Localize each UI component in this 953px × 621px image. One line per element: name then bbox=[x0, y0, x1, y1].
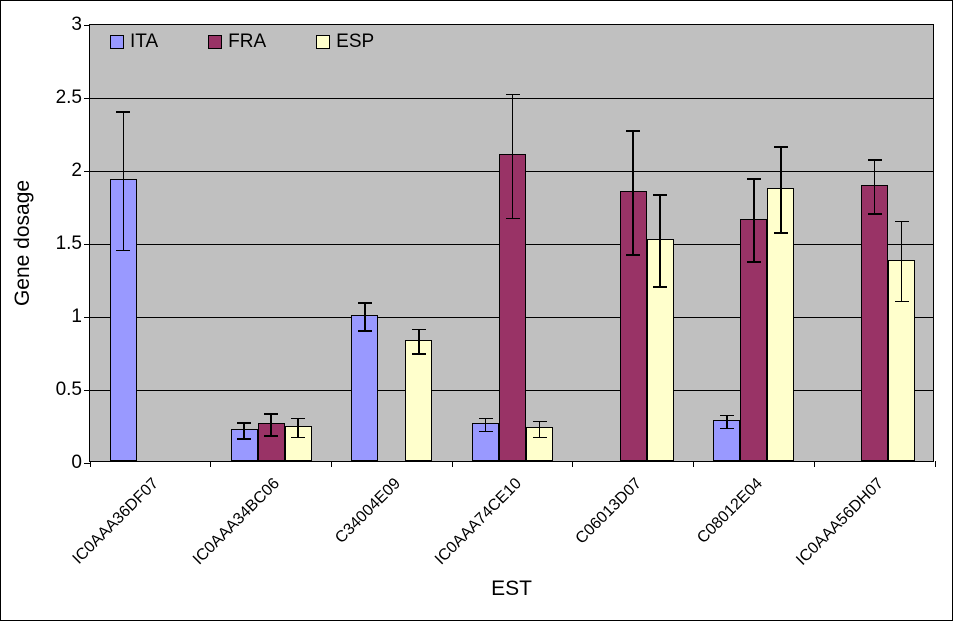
bar-ITA bbox=[351, 315, 378, 461]
x-tick-label: C06013D07 bbox=[573, 475, 646, 548]
bar-ITA bbox=[472, 423, 499, 461]
y-tick-mark bbox=[84, 25, 90, 26]
bar-ITA bbox=[231, 429, 258, 461]
bar-ESP bbox=[888, 260, 915, 461]
legend-label: FRA bbox=[228, 31, 266, 53]
legend-item-ESP: ESP bbox=[316, 31, 374, 53]
x-tick-label: C08012E04 bbox=[694, 475, 766, 547]
legend: ITA FRA ESP bbox=[110, 31, 374, 53]
x-tick-mark bbox=[331, 461, 332, 467]
x-axis-title: EST bbox=[491, 577, 532, 601]
y-tick-mark bbox=[84, 390, 90, 391]
legend-label: ESP bbox=[336, 31, 374, 53]
y-tick-mark bbox=[84, 317, 90, 318]
y-tick-label: 1.5 bbox=[56, 233, 82, 255]
legend-swatch bbox=[316, 35, 330, 49]
bar-FRA bbox=[258, 423, 285, 461]
bar-FRA bbox=[499, 154, 526, 461]
bar-ESP bbox=[647, 239, 674, 461]
bar-ESP bbox=[767, 188, 794, 461]
bar-ESP bbox=[285, 426, 312, 461]
gridline bbox=[90, 98, 933, 99]
x-tick-mark bbox=[572, 461, 573, 467]
legend-item-FRA: FRA bbox=[208, 31, 266, 53]
y-tick-mark bbox=[84, 244, 90, 245]
y-tick-mark bbox=[84, 98, 90, 99]
y-tick-label: 2.5 bbox=[56, 87, 82, 109]
x-tick-label: IC0AAA36DF07 bbox=[70, 475, 163, 568]
y-axis-title: Gene dosage bbox=[11, 180, 35, 306]
bar-FRA bbox=[620, 191, 647, 461]
x-tick-mark bbox=[452, 461, 453, 467]
y-tick-label: 3 bbox=[71, 14, 82, 36]
bar-ITA bbox=[110, 179, 137, 461]
legend-swatch bbox=[208, 35, 222, 49]
y-tick-mark bbox=[84, 171, 90, 172]
y-tick-label: 1 bbox=[71, 306, 82, 328]
legend-label: ITA bbox=[130, 31, 158, 53]
chart-container: ITA FRA ESP 0 0.5 1 1.5 2 2.5 3 IC0AAA36DF07 IC0AA… bbox=[0, 0, 953, 621]
x-tick-mark bbox=[693, 461, 694, 467]
x-tick-label: C34004E09 bbox=[332, 475, 404, 547]
legend-swatch bbox=[110, 35, 124, 49]
x-tick-mark bbox=[210, 461, 211, 467]
bar-ESP bbox=[526, 427, 553, 461]
plot-area: ITAFRAESP 00.511.522.53IC0AAA36DF07IC0AA… bbox=[89, 24, 934, 462]
bar-FRA bbox=[861, 185, 888, 461]
bar-FRA bbox=[740, 219, 767, 461]
x-tick-label: IC0AAA56DH07 bbox=[793, 475, 887, 569]
x-tick-mark bbox=[935, 461, 936, 467]
x-tick-label: IC0AAA74CE10 bbox=[431, 475, 525, 569]
legend-item-ITA: ITA bbox=[110, 31, 158, 53]
x-tick-mark bbox=[814, 461, 815, 467]
x-tick-mark bbox=[90, 461, 91, 467]
bar-ITA bbox=[713, 420, 740, 461]
x-tick-label: IC0AAA34BC06 bbox=[190, 475, 284, 569]
y-tick-label: 2 bbox=[71, 160, 82, 182]
bar-ESP bbox=[405, 340, 432, 461]
y-tick-label: 0 bbox=[71, 452, 82, 474]
y-tick-label: 0.5 bbox=[56, 379, 82, 401]
